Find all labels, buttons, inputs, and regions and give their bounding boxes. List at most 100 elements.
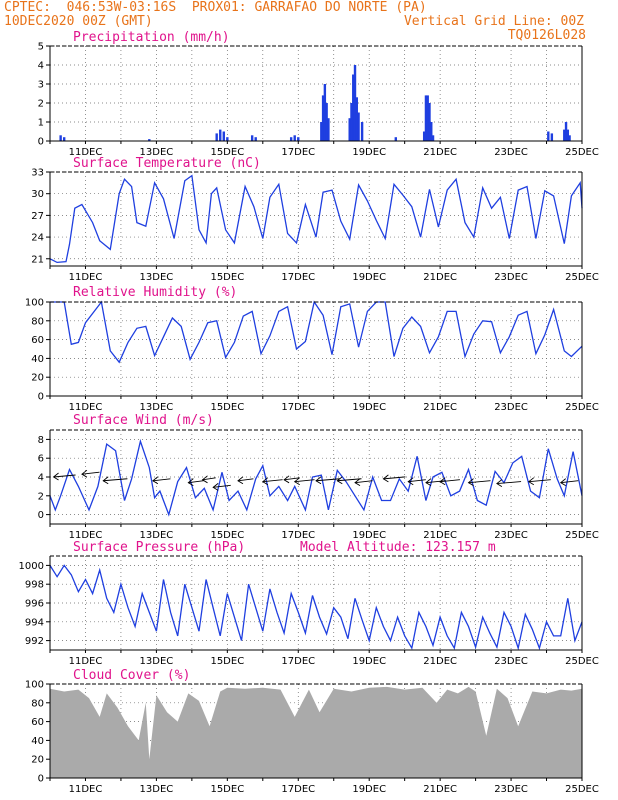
x-tick-label: 21DEC bbox=[423, 147, 457, 158]
y-tick-label: 40 bbox=[31, 354, 44, 365]
wind-vector bbox=[383, 476, 406, 480]
x-tick-label: 25DEC bbox=[565, 656, 599, 667]
x-tick-label: 21DEC bbox=[423, 402, 457, 413]
y-tick-label: 100 bbox=[25, 680, 44, 691]
wind-arrowhead bbox=[293, 477, 301, 486]
precip-bar bbox=[348, 118, 351, 141]
x-tick-label: 17DEC bbox=[281, 656, 315, 667]
wind-arrowhead bbox=[382, 474, 389, 483]
y-tick-label: 40 bbox=[31, 736, 44, 747]
x-tick-label: 21DEC bbox=[423, 784, 457, 795]
wind-arrowhead bbox=[152, 476, 159, 485]
x-tick-label: 11DEC bbox=[69, 402, 103, 413]
wind-vector bbox=[408, 479, 426, 483]
wind-arrowhead bbox=[283, 475, 290, 484]
precip-bar bbox=[568, 135, 571, 141]
precip-bar bbox=[428, 103, 431, 141]
y-tick-label: 2 bbox=[38, 491, 44, 502]
precip-bar bbox=[148, 139, 151, 141]
wind-vector bbox=[262, 479, 283, 483]
x-tick-label: 21DEC bbox=[423, 656, 457, 667]
x-tick-label: 25DEC bbox=[565, 402, 599, 413]
y-tick-label: 4 bbox=[38, 61, 44, 72]
precip-bar bbox=[325, 103, 328, 141]
wind-vector bbox=[440, 479, 460, 483]
x-tick-label: 15DEC bbox=[210, 272, 244, 283]
x-tick-label: 15DEC bbox=[210, 402, 244, 413]
y-tick-label: 21 bbox=[31, 254, 44, 265]
x-tick-label: 13DEC bbox=[140, 402, 174, 413]
x-tick-label: 17DEC bbox=[281, 402, 315, 413]
y-tick-label: 3 bbox=[38, 80, 44, 91]
wind-vector bbox=[152, 478, 171, 482]
wind-arrowhead bbox=[237, 476, 244, 485]
wind-arrowhead bbox=[81, 469, 88, 478]
wind-vector bbox=[294, 479, 315, 483]
x-tick-label: 21DEC bbox=[423, 272, 457, 283]
wind-vector bbox=[425, 480, 446, 484]
x-tick-label: 11DEC bbox=[69, 147, 103, 158]
x-tick-label: 13DEC bbox=[140, 530, 174, 541]
cloud-title: Cloud Cover (%) bbox=[73, 668, 190, 683]
wind-arrowhead bbox=[354, 478, 361, 487]
precip-bar bbox=[426, 95, 429, 141]
wind-arrowhead bbox=[528, 477, 535, 486]
y-tick-label: 20 bbox=[31, 373, 44, 384]
y-tick-label: 80 bbox=[31, 698, 44, 709]
wind-vector bbox=[202, 477, 216, 481]
x-tick-label: 17DEC bbox=[281, 147, 315, 158]
x-tick-label: 23DEC bbox=[494, 656, 528, 667]
precip-bar bbox=[355, 97, 358, 141]
y-tick-label: 24 bbox=[31, 233, 44, 244]
temp-title: Surface Temperature (nC) bbox=[73, 156, 261, 171]
y-tick-label: 2 bbox=[38, 99, 44, 110]
x-tick-label: 25DEC bbox=[565, 784, 599, 795]
y-tick-label: 998 bbox=[25, 580, 44, 591]
precip-bar bbox=[320, 122, 323, 141]
precip-bar bbox=[321, 95, 325, 141]
precip-bar bbox=[352, 74, 355, 141]
wind-arrowhead bbox=[439, 477, 446, 486]
precip-bar bbox=[219, 129, 222, 141]
wind-arrowhead bbox=[201, 475, 208, 484]
y-tick-label: 27 bbox=[31, 211, 44, 222]
wind-vector bbox=[81, 471, 100, 475]
y-tick-label: 33 bbox=[31, 168, 44, 179]
chart-header: CPTEC: 046:53W-03:16S PROX01: GARRAFAO D… bbox=[0, 0, 618, 44]
model-id: TQ0126L028 bbox=[507, 28, 586, 43]
precip-bar bbox=[293, 135, 296, 141]
wind-vector bbox=[337, 478, 362, 482]
precip-bar bbox=[62, 137, 66, 141]
precip-bar bbox=[327, 118, 330, 141]
wind-arrowhead bbox=[52, 472, 59, 481]
precip-bar bbox=[350, 103, 353, 141]
wind-vector bbox=[496, 481, 522, 485]
x-tick-label: 13DEC bbox=[140, 272, 174, 283]
precip-bar bbox=[550, 133, 554, 141]
precip-bar bbox=[323, 84, 327, 141]
wind-arrowhead bbox=[559, 478, 567, 487]
precip-bar bbox=[59, 135, 62, 141]
wind-arrowhead bbox=[187, 478, 194, 487]
pressure-series-line bbox=[49, 564, 583, 651]
wind-vector bbox=[213, 484, 231, 488]
x-tick-label: 17DEC bbox=[281, 530, 315, 541]
x-tick-label: 11DEC bbox=[69, 272, 103, 283]
y-tick-label: 30 bbox=[31, 189, 44, 200]
x-tick-label: 23DEC bbox=[494, 272, 528, 283]
grid-line-note: Vertical Grid Line: 00Z bbox=[403, 14, 584, 29]
wind-series-line bbox=[49, 438, 583, 517]
wind-vector bbox=[560, 480, 579, 484]
y-tick-label: 100 bbox=[25, 298, 44, 309]
precip-bar bbox=[215, 133, 218, 141]
precip-bar bbox=[394, 137, 397, 141]
precip-bar bbox=[222, 131, 225, 141]
x-tick-label: 15DEC bbox=[210, 656, 244, 667]
precip-bar bbox=[250, 135, 254, 141]
y-tick-label: 80 bbox=[31, 316, 44, 327]
precip-title: Precipitation (mm/h) bbox=[73, 30, 230, 45]
precip-bar bbox=[297, 137, 300, 141]
wind-arrowhead bbox=[336, 476, 343, 485]
precip-bar bbox=[289, 137, 293, 141]
x-tick-label: 23DEC bbox=[494, 147, 528, 158]
